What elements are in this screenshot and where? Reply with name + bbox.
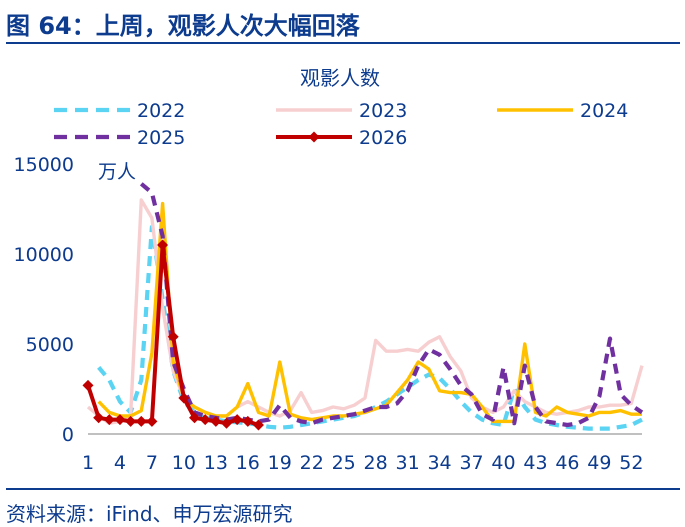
legend-item-2025: 2025 bbox=[54, 127, 185, 149]
data-point bbox=[242, 415, 254, 427]
series-line-2025 bbox=[139, 182, 644, 428]
series-2026 bbox=[82, 239, 264, 431]
data-point bbox=[93, 412, 105, 424]
data-point bbox=[114, 414, 126, 426]
x-tick-label: 25 bbox=[332, 452, 356, 474]
data-point bbox=[135, 415, 147, 427]
data-point bbox=[82, 379, 94, 391]
data-point bbox=[231, 414, 243, 426]
legend-marker bbox=[308, 131, 320, 143]
legend-label: 2022 bbox=[137, 100, 185, 122]
legend-item-2022: 2022 bbox=[54, 100, 185, 122]
legend: 2022 2023 2024 2025 2026 bbox=[54, 100, 628, 149]
data-point bbox=[189, 412, 201, 424]
series-2025 bbox=[139, 182, 644, 428]
x-tick-label: 49 bbox=[587, 452, 611, 474]
y-unit-label: 万人 bbox=[98, 161, 136, 183]
series-layer bbox=[82, 182, 644, 431]
data-point bbox=[146, 415, 158, 427]
data-point bbox=[157, 239, 169, 251]
x-tick-label: 43 bbox=[523, 452, 547, 474]
legend-item-2024: 2024 bbox=[497, 100, 628, 122]
x-tick-label: 28 bbox=[364, 452, 388, 474]
title-divider bbox=[6, 42, 680, 44]
legend-label: 2024 bbox=[580, 100, 628, 122]
x-tick-label: 10 bbox=[172, 452, 196, 474]
chart-title: 观影人数 bbox=[300, 66, 380, 90]
data-point bbox=[125, 415, 137, 427]
data-point bbox=[210, 415, 222, 427]
x-tick-label: 31 bbox=[396, 452, 420, 474]
y-tick-label: 0 bbox=[62, 424, 74, 446]
data-point bbox=[167, 331, 179, 343]
x-tick-label: 7 bbox=[146, 452, 158, 474]
x-tick-label: 19 bbox=[268, 452, 292, 474]
legend-label: 2025 bbox=[137, 127, 185, 149]
y-tick-label: 15000 bbox=[14, 154, 74, 176]
figure-header: 图 64：上周，观影人次大幅回落 bbox=[0, 0, 685, 50]
source-note: 资料来源：iFind、申万宏源研究 bbox=[6, 502, 293, 526]
legend-item-2023: 2023 bbox=[276, 100, 407, 122]
y-tick-label: 10000 bbox=[14, 244, 74, 266]
series-2024 bbox=[97, 201, 642, 424]
series-line-2024 bbox=[97, 201, 642, 424]
x-tick-label: 13 bbox=[204, 452, 228, 474]
x-tick-label: 16 bbox=[236, 452, 260, 474]
legend-item-2026: 2026 bbox=[276, 127, 407, 149]
x-tick-label: 22 bbox=[300, 452, 324, 474]
y-tick-label: 5000 bbox=[26, 334, 74, 356]
x-tick-label: 4 bbox=[114, 452, 126, 474]
data-point bbox=[103, 414, 115, 426]
data-point bbox=[252, 419, 264, 431]
data-point bbox=[199, 414, 211, 426]
x-tick-label: 52 bbox=[619, 452, 643, 474]
axes: 0 5000 10000 15000 1 4 7 10 13 16 19 22 25 28 31 34 37 40… bbox=[14, 154, 644, 474]
x-tick-label: 46 bbox=[555, 452, 579, 474]
x-tick-label: 34 bbox=[427, 452, 451, 474]
data-point bbox=[221, 417, 232, 429]
legend-label: 2023 bbox=[359, 100, 407, 122]
data-point bbox=[178, 392, 190, 404]
legend-label: 2026 bbox=[359, 127, 407, 149]
figure-title: 图 64：上周，观影人次大幅回落 bbox=[6, 12, 360, 40]
x-tick-label: 37 bbox=[459, 452, 483, 474]
x-tick-label: 1 bbox=[82, 452, 94, 474]
x-tick-label: 40 bbox=[491, 452, 515, 474]
source-divider bbox=[6, 488, 680, 490]
